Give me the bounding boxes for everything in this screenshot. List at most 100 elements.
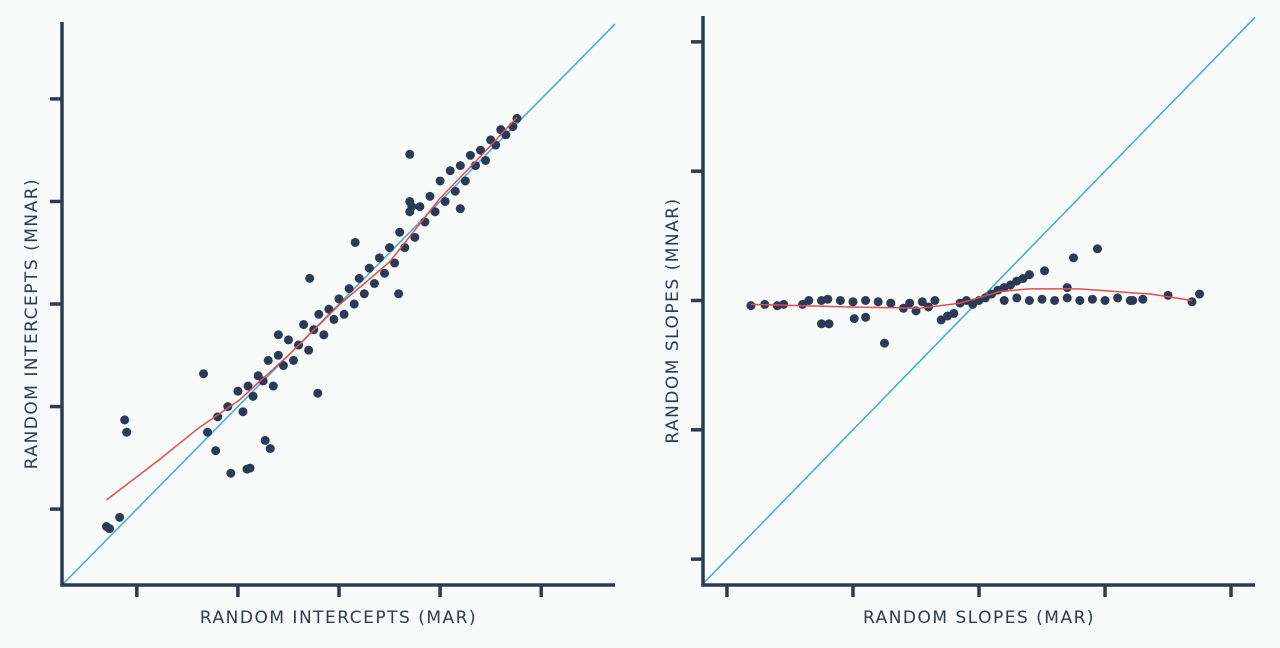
point bbox=[289, 355, 299, 365]
point bbox=[1040, 266, 1050, 276]
point bbox=[273, 350, 283, 360]
point bbox=[243, 381, 253, 391]
point bbox=[1012, 293, 1022, 303]
point bbox=[248, 391, 258, 401]
point bbox=[917, 297, 927, 307]
point bbox=[1092, 244, 1102, 254]
point bbox=[120, 415, 130, 425]
point bbox=[305, 273, 315, 283]
point bbox=[374, 253, 384, 263]
point bbox=[329, 314, 339, 324]
point bbox=[334, 294, 344, 304]
x-axis-label: RANDOM SLOPES (MAR) bbox=[863, 608, 1095, 628]
point bbox=[1138, 294, 1148, 304]
point bbox=[364, 263, 374, 273]
point bbox=[848, 297, 858, 307]
point bbox=[213, 412, 223, 422]
point bbox=[1113, 293, 1123, 303]
point bbox=[465, 150, 475, 160]
point bbox=[1069, 253, 1079, 263]
point bbox=[835, 296, 845, 305]
point bbox=[1024, 270, 1034, 280]
point bbox=[824, 319, 834, 329]
point bbox=[324, 304, 334, 314]
point bbox=[816, 319, 826, 329]
point bbox=[122, 427, 132, 437]
point bbox=[263, 355, 273, 365]
point bbox=[415, 202, 425, 212]
point bbox=[278, 361, 288, 371]
point bbox=[1037, 294, 1047, 304]
point bbox=[344, 284, 354, 294]
point bbox=[405, 149, 415, 159]
point bbox=[1062, 283, 1072, 293]
smooth-line bbox=[750, 288, 1193, 310]
point bbox=[314, 309, 324, 319]
point bbox=[999, 296, 1009, 305]
point bbox=[313, 388, 323, 398]
point bbox=[369, 279, 379, 289]
point bbox=[233, 386, 243, 396]
point bbox=[339, 309, 349, 319]
point bbox=[268, 381, 278, 391]
point bbox=[861, 296, 871, 305]
point bbox=[260, 435, 270, 445]
point bbox=[1163, 290, 1173, 300]
point bbox=[407, 202, 417, 212]
point bbox=[450, 186, 460, 196]
smooth-line bbox=[106, 116, 518, 501]
point bbox=[1100, 296, 1110, 305]
point bbox=[395, 227, 405, 237]
point bbox=[440, 196, 450, 206]
point bbox=[491, 140, 501, 150]
point bbox=[379, 268, 389, 278]
point bbox=[886, 298, 896, 308]
point bbox=[455, 204, 465, 214]
point bbox=[319, 330, 329, 340]
y-axis-label: RANDOM INTERCEPTS (MNAR) bbox=[22, 178, 42, 469]
point bbox=[879, 338, 889, 348]
point bbox=[481, 155, 491, 165]
point bbox=[410, 232, 420, 242]
point bbox=[455, 161, 465, 171]
point bbox=[238, 407, 248, 417]
point bbox=[1187, 297, 1197, 307]
point bbox=[211, 446, 221, 456]
point bbox=[476, 145, 486, 155]
point bbox=[746, 301, 756, 311]
point bbox=[804, 296, 814, 305]
point bbox=[359, 289, 369, 299]
point bbox=[1050, 296, 1060, 305]
x-axis-label: RANDOM INTERCEPTS (MAR) bbox=[200, 608, 477, 628]
point bbox=[508, 122, 518, 132]
point bbox=[861, 312, 871, 322]
point bbox=[105, 524, 115, 534]
point bbox=[115, 512, 125, 522]
point bbox=[779, 299, 789, 309]
point bbox=[1087, 294, 1097, 304]
point bbox=[930, 296, 940, 305]
point bbox=[283, 335, 293, 345]
point bbox=[273, 330, 283, 340]
point bbox=[349, 299, 359, 309]
point bbox=[245, 463, 255, 473]
point bbox=[849, 314, 859, 324]
point bbox=[1062, 293, 1072, 303]
point bbox=[823, 294, 833, 304]
point bbox=[265, 444, 275, 454]
point bbox=[425, 191, 435, 201]
point bbox=[949, 308, 959, 318]
point bbox=[1128, 296, 1138, 305]
point bbox=[460, 176, 470, 186]
point bbox=[390, 258, 400, 268]
point bbox=[1024, 296, 1034, 305]
point bbox=[203, 427, 213, 437]
point bbox=[258, 376, 268, 386]
point bbox=[226, 468, 236, 478]
point bbox=[435, 176, 445, 186]
point bbox=[299, 320, 309, 330]
point bbox=[350, 237, 360, 247]
point bbox=[385, 243, 395, 253]
point bbox=[905, 298, 915, 308]
